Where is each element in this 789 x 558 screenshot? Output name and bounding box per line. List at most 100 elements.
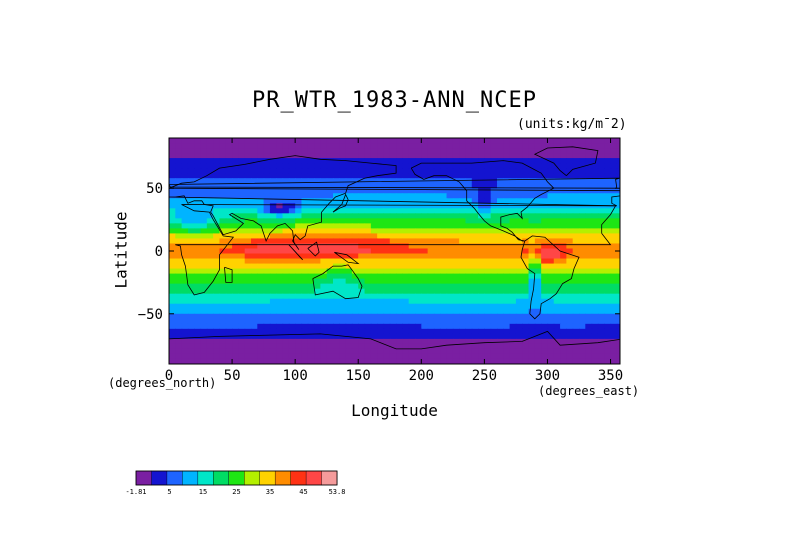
- heatmap-cell: [553, 253, 561, 260]
- heatmap-cell: [301, 218, 309, 224]
- heatmap-cell: [534, 223, 542, 229]
- heatmap-cell: [415, 208, 422, 214]
- heatmap-cell: [326, 263, 334, 270]
- heatmap-cell: [408, 303, 416, 310]
- heatmap-cell: [579, 328, 586, 335]
- heatmap-cell: [566, 318, 574, 325]
- heatmap-cell: [490, 153, 498, 159]
- heatmap-cell: [263, 348, 271, 355]
- heatmap-cell: [421, 153, 429, 159]
- heatmap-cell: [465, 343, 473, 350]
- heatmap-cell: [389, 263, 397, 270]
- heatmap-cell: [364, 208, 372, 214]
- heatmap-cell: [206, 258, 214, 265]
- heatmap-cell: [396, 353, 403, 360]
- heatmap-cell: [465, 173, 473, 179]
- heatmap-cell: [566, 153, 574, 159]
- heatmap-cell: [225, 168, 233, 174]
- heatmap-cell: [484, 168, 492, 174]
- heatmap-cell: [219, 298, 227, 305]
- heatmap-cell: [610, 198, 618, 204]
- heatmap-cell: [616, 283, 620, 290]
- heatmap-cell: [547, 248, 555, 255]
- heatmap-cell: [175, 278, 183, 285]
- heatmap-cell: [421, 318, 429, 325]
- heatmap-cell: [213, 248, 221, 255]
- heatmap-cell: [566, 238, 574, 245]
- heatmap-cell: [351, 338, 359, 345]
- heatmap-cell: [534, 228, 542, 235]
- heatmap-cell: [566, 358, 574, 364]
- heatmap-cell: [364, 353, 372, 360]
- colorbar-tick-label: 35: [266, 488, 274, 496]
- heatmap-cell: [333, 308, 340, 315]
- heatmap-cell: [610, 268, 618, 275]
- heatmap-cell: [320, 148, 328, 154]
- heatmap-cell: [415, 298, 422, 305]
- heatmap-cell: [534, 163, 542, 169]
- heatmap-cell: [314, 203, 321, 209]
- heatmap-cell: [566, 323, 574, 330]
- heatmap-cell: [358, 233, 366, 240]
- heatmap-cell: [370, 143, 378, 149]
- heatmap-cell: [566, 208, 574, 214]
- heatmap-cell: [269, 163, 277, 169]
- heatmap-cell: [200, 158, 208, 164]
- heatmap-cell: [610, 283, 618, 290]
- heatmap-cell: [206, 218, 214, 224]
- heatmap-cell: [396, 223, 403, 229]
- heatmap-cell: [421, 188, 429, 194]
- heatmap-cell: [383, 308, 391, 315]
- heatmap-cell: [553, 238, 561, 245]
- heatmap-cell: [206, 178, 214, 184]
- heatmap-cell: [370, 158, 378, 164]
- heatmap-cell: [610, 333, 618, 340]
- heatmap-cell: [244, 138, 252, 144]
- heatmap-cell: [522, 358, 530, 364]
- heatmap-cell: [282, 143, 290, 149]
- heatmap-cell: [484, 288, 492, 295]
- heatmap-cell: [181, 333, 189, 340]
- heatmap-cell: [415, 253, 422, 260]
- heatmap-cell: [591, 293, 599, 300]
- heatmap-cell: [396, 323, 403, 330]
- heatmap-cell: [364, 243, 372, 250]
- heatmap-cell: [503, 143, 511, 149]
- heatmap-cell: [597, 218, 605, 224]
- heatmap-cell: [402, 303, 410, 310]
- heatmap-cell: [402, 138, 410, 144]
- heatmap-cell: [288, 258, 296, 265]
- heatmap-cell: [181, 358, 189, 364]
- heatmap-cell: [465, 318, 473, 325]
- heatmap-cell: [187, 163, 195, 169]
- heatmap-cell: [497, 153, 504, 159]
- heatmap-cell: [597, 333, 605, 340]
- heatmap-cell: [579, 258, 586, 265]
- heatmap-cell: [560, 158, 567, 164]
- heatmap-cell: [452, 188, 460, 194]
- heatmap-cell: [509, 208, 517, 214]
- heatmap-cell: [452, 313, 460, 320]
- heatmap-cell: [364, 313, 372, 320]
- heatmap-cell: [333, 138, 340, 144]
- heatmap-cell: [187, 313, 195, 320]
- heatmap-cell: [610, 228, 618, 235]
- heatmap-cell: [471, 303, 479, 310]
- heatmap-cell: [572, 208, 580, 214]
- heatmap-cell: [339, 338, 347, 345]
- heatmap-cell: [181, 243, 189, 250]
- heatmap-cell: [534, 243, 542, 250]
- heatmap-cell: [591, 178, 599, 184]
- heatmap-cell: [307, 268, 315, 275]
- heatmap-cell: [301, 298, 309, 305]
- heatmap-cell: [459, 243, 467, 250]
- heatmap-cell: [484, 313, 492, 320]
- heatmap-cell: [610, 153, 618, 159]
- heatmap-cell: [396, 338, 403, 345]
- heatmap-cell: [471, 283, 479, 290]
- heatmap-cell: [541, 343, 549, 350]
- heatmap-cell: [169, 278, 176, 285]
- heatmap-cell: [345, 218, 353, 224]
- heatmap-cell: [288, 248, 296, 255]
- heatmap-cell: [276, 253, 284, 260]
